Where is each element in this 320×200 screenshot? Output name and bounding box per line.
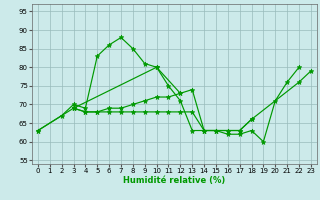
X-axis label: Humidité relative (%): Humidité relative (%) [123,176,226,185]
